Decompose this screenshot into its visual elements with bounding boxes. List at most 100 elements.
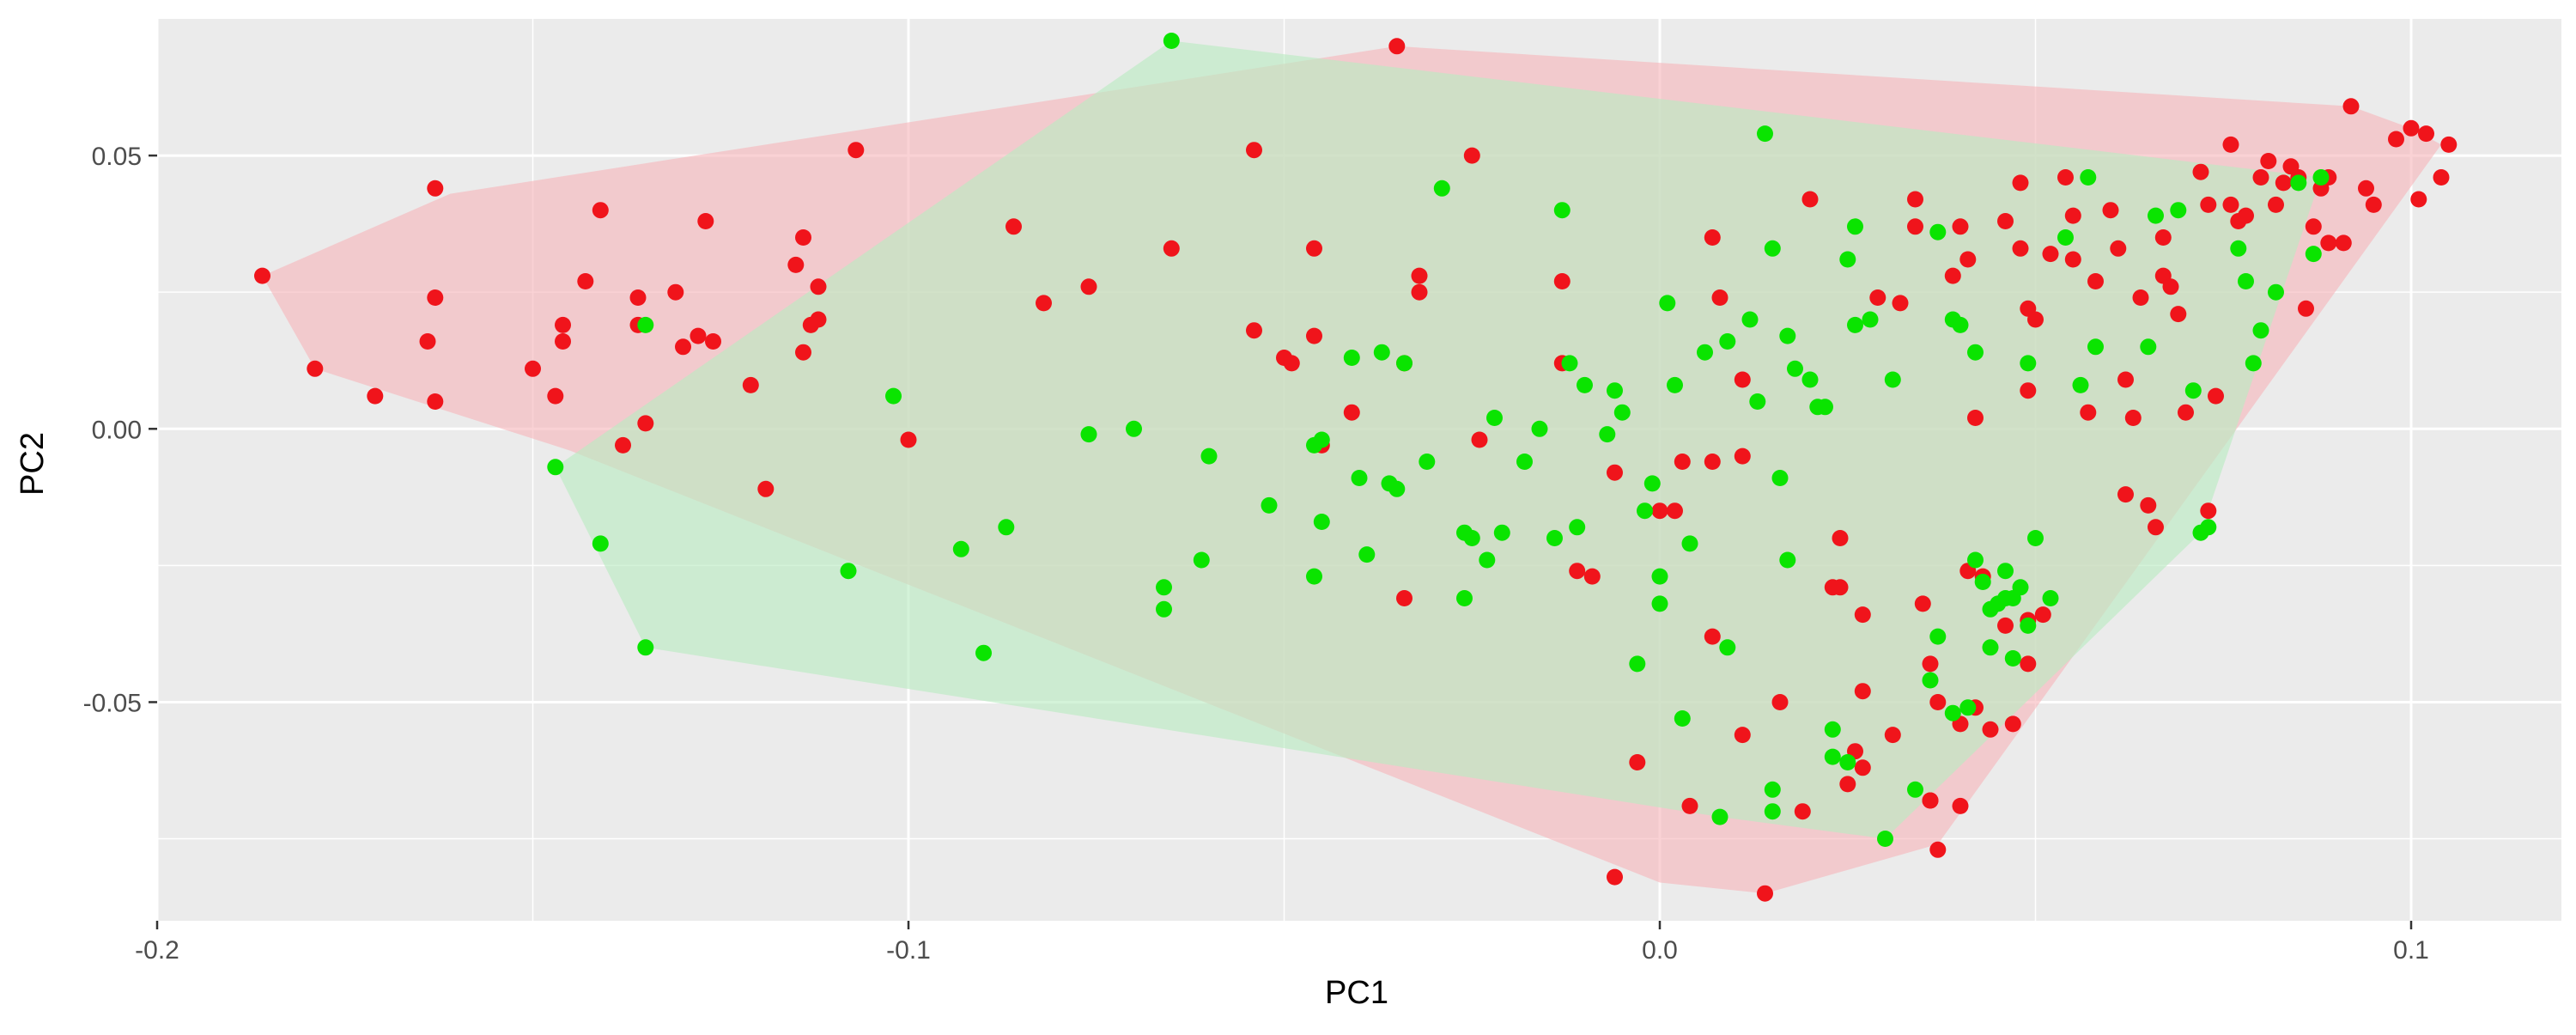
point-series-1 [592, 202, 609, 219]
point-series-2 [1982, 639, 1999, 656]
point-series-1 [705, 333, 721, 350]
point-series-2 [1569, 519, 1586, 536]
point-series-2 [2057, 229, 2074, 246]
point-series-2 [1373, 344, 1390, 361]
point-series-2 [1516, 454, 1533, 470]
point-series-1 [2012, 174, 2029, 192]
point-series-2 [1674, 710, 1691, 727]
point-series-2 [2305, 246, 2322, 263]
point-series-1 [2298, 300, 2314, 317]
point-series-1 [2418, 125, 2434, 143]
point-series-2 [1651, 568, 1668, 585]
point-series-2 [1456, 590, 1473, 606]
point-series-2 [1126, 420, 1142, 437]
point-series-2 [1643, 475, 1661, 492]
point-series-2 [1433, 180, 1450, 197]
point-series-1 [637, 415, 654, 432]
point-series-1 [1944, 267, 1961, 284]
point-series-2 [1764, 240, 1781, 257]
point-layer [254, 33, 2458, 902]
point-series-2 [1929, 223, 1947, 240]
point-series-1 [2020, 655, 2037, 673]
point-series-1 [2200, 196, 2217, 213]
point-series-2 [1749, 393, 1766, 410]
point-series-1 [2087, 273, 2104, 289]
point-series-1 [1854, 683, 1871, 700]
point-series-2 [1711, 808, 1728, 825]
point-series-2 [2184, 382, 2202, 399]
point-series-2 [1681, 535, 1698, 552]
point-series-2 [952, 540, 969, 557]
point-series-1 [675, 338, 691, 356]
point-series-2 [2148, 207, 2164, 224]
point-series-1 [795, 344, 811, 361]
point-series-2 [1847, 316, 1863, 333]
point-series-1 [697, 213, 714, 229]
point-series-2 [1719, 639, 1736, 656]
point-series-1 [1884, 727, 1901, 744]
point-series-1 [427, 289, 444, 306]
point-series-2 [637, 639, 654, 656]
point-series-1 [2080, 404, 2097, 421]
point-series-2 [2140, 338, 2157, 356]
point-series-2 [885, 387, 902, 405]
point-series-2 [1193, 551, 1210, 569]
point-series-2 [1967, 551, 1984, 569]
point-series-1 [1283, 355, 1300, 372]
point-series-1 [2320, 234, 2337, 252]
point-series-2 [1764, 803, 1781, 820]
point-series-1 [427, 180, 444, 197]
point-series-2 [1463, 530, 1480, 546]
point-series-2 [2312, 169, 2330, 186]
point-series-1 [1757, 885, 1773, 902]
point-series-2 [1577, 376, 1593, 393]
point-series-1 [1922, 655, 1939, 673]
point-series-1 [2124, 410, 2142, 426]
point-series-2 [547, 459, 564, 476]
point-series-2 [2087, 338, 2104, 356]
point-series-1 [1306, 327, 1322, 344]
point-series-1 [1553, 273, 1571, 289]
y-tick-label: 0.00 [92, 416, 142, 444]
point-series-1 [615, 436, 631, 454]
y-axis-label: PC2 [15, 432, 51, 496]
point-series-2 [1613, 404, 1631, 421]
point-series-1 [1967, 410, 1984, 426]
x-tick-label: -0.2 [135, 936, 179, 965]
point-series-1 [2365, 196, 2382, 213]
point-series-2 [1599, 426, 1616, 443]
point-series-1 [1306, 240, 1322, 257]
point-series-2 [1313, 514, 1330, 530]
point-series-2 [1922, 672, 1939, 689]
point-series-1 [547, 387, 564, 405]
point-series-1 [629, 289, 647, 306]
point-series-2 [1884, 371, 1901, 388]
point-series-1 [1711, 289, 1728, 306]
point-series-1 [1907, 218, 1923, 235]
point-series-2 [637, 316, 654, 333]
point-series-2 [1486, 410, 1503, 426]
point-series-1 [2275, 174, 2292, 192]
point-series-1 [2208, 387, 2224, 405]
point-series-1 [1388, 38, 1406, 55]
point-series-1 [2154, 229, 2172, 246]
point-series-2 [1156, 600, 1172, 618]
point-series-2 [1546, 530, 1563, 546]
point-series-1 [2252, 169, 2269, 186]
point-series-2 [1080, 426, 1097, 443]
point-series-2 [2042, 590, 2059, 606]
point-series-2 [2230, 240, 2247, 257]
point-series-1 [1651, 502, 1668, 520]
axes: -0.2 -0.1 0.0 0.1 -0.05 0.00 0.05 [83, 143, 2429, 965]
point-series-2 [1974, 574, 1991, 590]
point-series-2 [1952, 316, 1969, 333]
point-series-1 [525, 360, 541, 377]
point-series-1 [1080, 278, 1097, 295]
point-series-2 [1388, 480, 1406, 497]
point-series-2 [1343, 350, 1360, 366]
point-series-1 [2222, 196, 2239, 213]
point-series-1 [2117, 486, 2134, 503]
point-series-1 [1583, 568, 1601, 585]
point-series-1 [1607, 868, 1623, 886]
